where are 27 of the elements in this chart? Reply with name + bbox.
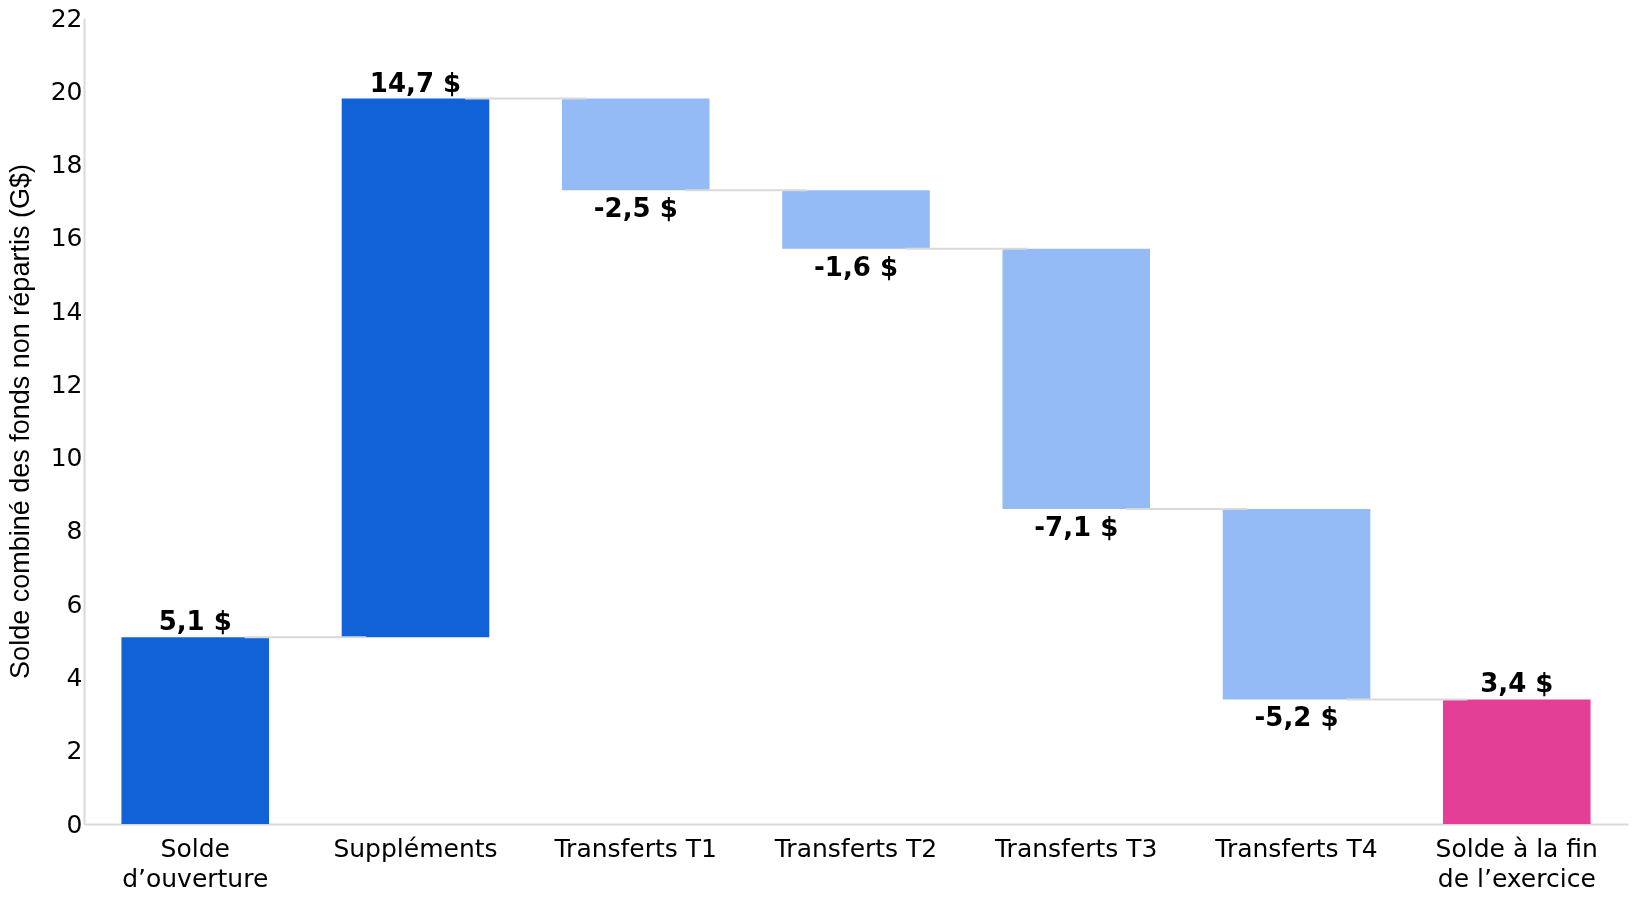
data-label: -1,6 $	[814, 251, 898, 282]
x-tick-label: Solde d’ouverture	[122, 833, 269, 893]
x-tick-label: Transferts T3	[994, 833, 1158, 863]
y-tick-label: 0	[66, 809, 83, 839]
y-tick-label: 6	[66, 589, 83, 619]
data-label: 3,4 $	[1480, 668, 1554, 699]
data-label: -5,2 $	[1254, 702, 1339, 733]
y-tick-label: 14	[50, 296, 83, 326]
data-label: -7,1 $	[1034, 511, 1119, 542]
x-tick-label: Transferts T4	[1214, 833, 1378, 863]
y-axis-title: Solde combiné des fonds non répartis (G$)	[4, 164, 35, 679]
x-tick-label: Transferts T2	[773, 833, 938, 863]
data-label: 5,1 $	[158, 606, 232, 637]
y-tick-label: 2	[66, 736, 83, 766]
y-tick-label: 20	[50, 76, 83, 106]
data-label: 14,7 $	[369, 67, 462, 98]
x-tick-label: Solde à la fin de l’exercice	[1435, 833, 1598, 893]
x-tick-label: Transferts T1	[553, 833, 717, 863]
y-tick-label: 22	[50, 3, 83, 33]
y-tick-label: 12	[50, 369, 83, 399]
y-tick-label: 10	[50, 443, 83, 473]
x-tick-label: Suppléments	[333, 833, 498, 863]
data-label: -2,5 $	[593, 193, 678, 224]
y-tick-label: 16	[50, 223, 83, 253]
y-tick-label: 18	[50, 150, 83, 180]
y-tick-label: 4	[66, 662, 83, 692]
y-tick-label: 8	[66, 516, 83, 546]
